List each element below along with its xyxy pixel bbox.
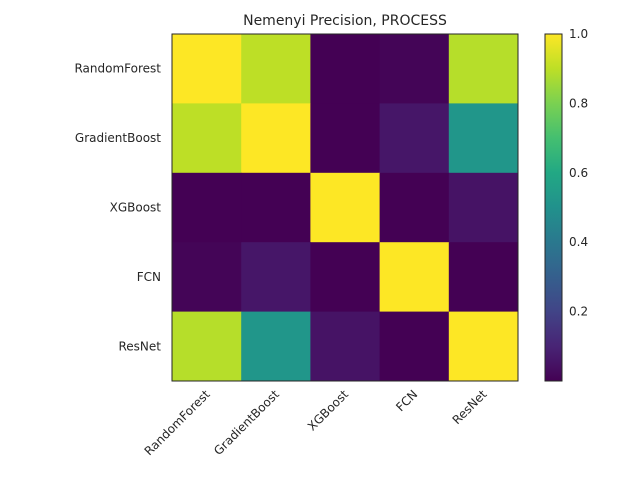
heatmap-cell (172, 311, 242, 382)
heatmap-cell (448, 172, 519, 243)
heatmap-cell (448, 34, 519, 104)
plot-frame (171, 33, 519, 382)
y-tick-label: ResNet (119, 339, 162, 353)
heatmap-cell (310, 172, 381, 243)
y-tick-label: FCN (137, 270, 161, 284)
y-axis-ticks: RandomForest GradientBoost XGBoost FCN ResNe… (74, 62, 161, 354)
heatmap-cell (379, 34, 450, 104)
heatmap-cell (172, 242, 242, 313)
heatmap-cell (310, 103, 381, 174)
colorbar-frame (544, 33, 563, 382)
heatmap-cell (379, 311, 450, 382)
colorbar-tick-label: 0.8 (569, 96, 588, 110)
x-tick-label: RandomForest (142, 387, 213, 458)
heatmap-cell (172, 34, 242, 104)
heatmap-cell (379, 242, 450, 313)
colorbar: 0.2 0.4 0.6 0.8 1.0 (544, 27, 588, 382)
x-tick-label: XGBoost (305, 387, 351, 433)
y-tick-label: XGBoost (110, 201, 162, 215)
chart-title: Nemenyi Precision, PROCESS (243, 13, 447, 29)
heatmap-cell (172, 172, 242, 243)
colorbar-tick-label: 0.6 (569, 166, 588, 180)
heatmap-cell (310, 311, 381, 382)
colorbar-gradient (545, 34, 562, 381)
heatmap-cell (241, 34, 311, 104)
colorbar-tick-label: 1.0 (569, 27, 588, 41)
y-tick-label: GradientBoost (75, 131, 161, 145)
colorbar-tick-label: 0.4 (569, 235, 588, 249)
heatmap-cell (379, 103, 450, 174)
x-tick-label: GradientBoost (211, 387, 282, 458)
heatmap-cells (172, 34, 519, 382)
colorbar-tick-label: 0.2 (569, 305, 588, 319)
heatmap-cell (172, 103, 242, 174)
heatmap-cell (241, 172, 311, 243)
heatmap-cell (448, 103, 519, 174)
heatmap-cell (241, 242, 311, 313)
heatmap-cell (379, 172, 450, 243)
x-tick-label: ResNet (450, 387, 490, 427)
x-tick-label: FCN (393, 387, 420, 414)
heatmap-cell (448, 242, 519, 313)
heatmap-cell (448, 311, 519, 382)
heatmap-cell (310, 242, 381, 313)
heatmap-cell (241, 103, 311, 174)
heatmap-cell (310, 34, 381, 104)
heatmap-cell (241, 311, 311, 382)
y-tick-label: RandomForest (74, 62, 161, 76)
